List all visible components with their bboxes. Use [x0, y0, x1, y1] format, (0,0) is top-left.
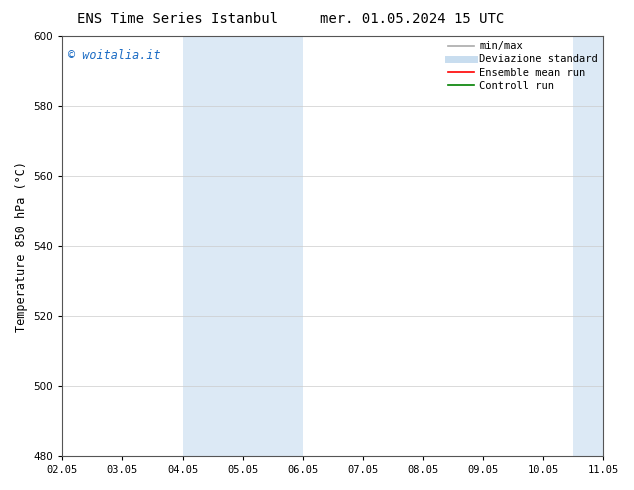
Bar — [243, 36, 303, 456]
Text: mer. 01.05.2024 15 UTC: mer. 01.05.2024 15 UTC — [320, 12, 504, 26]
Bar — [183, 36, 243, 456]
Y-axis label: Temperature 850 hPa (°C): Temperature 850 hPa (°C) — [15, 161, 28, 332]
Text: © woitalia.it: © woitalia.it — [68, 49, 160, 62]
Text: ENS Time Series Istanbul: ENS Time Series Istanbul — [77, 12, 278, 26]
Bar — [573, 36, 633, 456]
Legend: min/max, Deviazione standard, Ensemble mean run, Controll run: min/max, Deviazione standard, Ensemble m… — [448, 41, 598, 91]
